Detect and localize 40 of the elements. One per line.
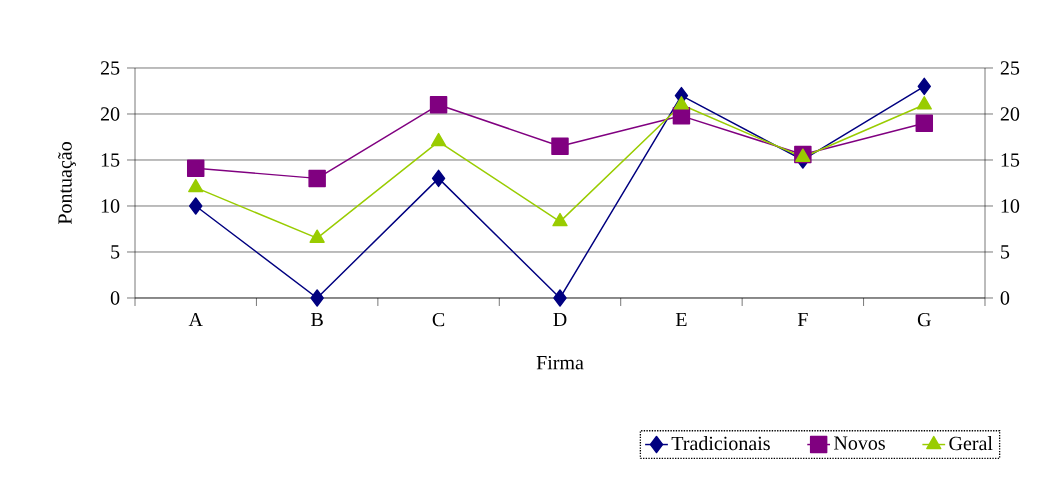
y2-tick-label: 10	[1001, 199, 1020, 213]
point	[430, 132, 447, 147]
y-tick-label: 15	[101, 153, 120, 167]
y-tick-label: 10	[101, 199, 120, 213]
y2-tick-label: 20	[1000, 107, 1020, 121]
y-axis-title: Pontuação	[58, 142, 76, 225]
legend-label: Novos	[834, 436, 885, 450]
point	[310, 289, 324, 307]
point	[431, 169, 446, 188]
y2-tick-label: 0	[1000, 291, 1010, 305]
point	[916, 96, 932, 110]
legend-label: Tradicionais	[671, 436, 770, 451]
point	[188, 178, 204, 193]
point	[308, 169, 326, 188]
x-tick-label: A	[188, 312, 203, 327]
x-axis-title: Firma	[536, 355, 584, 370]
x-tick-label: B	[311, 312, 323, 327]
point	[553, 289, 567, 307]
y-tick-label: 25	[100, 61, 120, 75]
x-tick-label: C	[432, 312, 445, 327]
y-tick-label: 5	[111, 245, 120, 259]
point	[915, 114, 934, 132]
x-tick-label: F	[797, 312, 808, 327]
point	[309, 229, 325, 243]
x-tick-label: E	[675, 312, 687, 327]
point	[429, 96, 448, 114]
y2-tick-label: 15	[1001, 153, 1020, 167]
y-tick-label: 0	[110, 291, 120, 305]
point	[552, 212, 568, 227]
x-tick-label: G	[917, 312, 931, 327]
x-tick-label: D	[553, 312, 567, 327]
y-tick-label: 20	[100, 107, 120, 121]
y2-tick-label: 25	[1000, 61, 1020, 75]
legend-label: Geral	[949, 436, 993, 451]
point	[188, 197, 203, 215]
point	[551, 137, 569, 155]
point	[673, 96, 690, 110]
point	[917, 77, 932, 96]
point	[186, 159, 205, 178]
y2-tick-label: 5	[1001, 245, 1010, 259]
